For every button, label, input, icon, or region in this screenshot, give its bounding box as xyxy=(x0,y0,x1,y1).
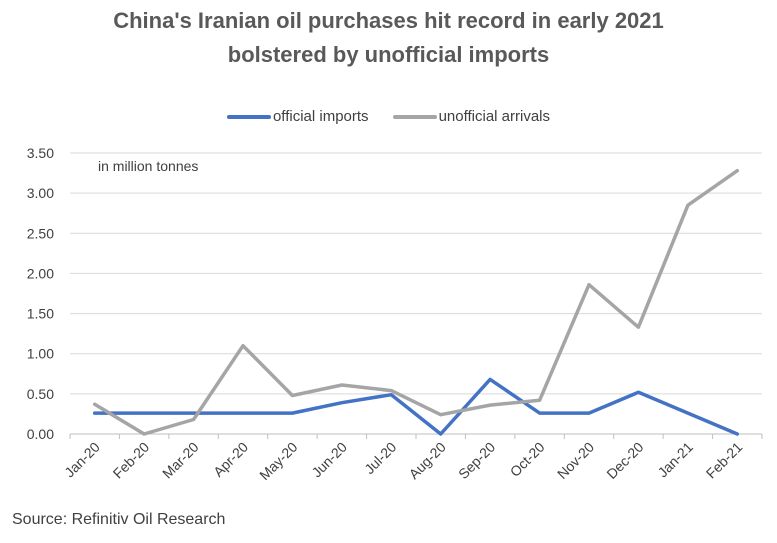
x-tick-label: Jul-20 xyxy=(361,439,399,477)
x-tick-label: Feb-20 xyxy=(110,439,153,482)
x-tick-label: Feb-21 xyxy=(703,439,746,482)
chart-title: China's Iranian oil purchases hit record… xyxy=(0,4,777,72)
legend-swatch-official xyxy=(226,114,271,119)
x-tick-label: Jun-20 xyxy=(308,439,350,481)
y-tick-label: 2.50 xyxy=(27,225,54,241)
x-tick-label: Aug-20 xyxy=(406,439,449,482)
legend-swatch-unofficial xyxy=(392,114,437,119)
legend-label-unofficial: unofficial arrivals xyxy=(438,108,551,125)
x-tick-label: Mar-20 xyxy=(159,439,202,482)
chart-title-line-1: China's Iranian oil purchases hit record… xyxy=(113,8,664,33)
x-tick-label: Dec-20 xyxy=(603,439,646,482)
x-tick-label: Sep-20 xyxy=(455,439,498,482)
y-tick-label: 0.00 xyxy=(27,426,54,442)
x-tick-label: Jan-20 xyxy=(61,439,103,481)
x-tick-label: Nov-20 xyxy=(554,439,597,482)
y-tick-label: 3.00 xyxy=(27,185,54,201)
x-tick-label: Oct-20 xyxy=(507,439,548,480)
chart-title-line-2: bolstered by unofficial imports xyxy=(227,42,550,67)
y-tick-label: 0.50 xyxy=(27,386,54,402)
unit-annotation: in million tonnes xyxy=(98,158,198,174)
y-tick-label: 1.00 xyxy=(27,346,54,362)
x-tick-label: May-20 xyxy=(256,439,300,483)
legend-label-official: official imports xyxy=(272,108,369,125)
y-tick-label: 2.00 xyxy=(27,265,54,281)
y-tick-label: 3.50 xyxy=(27,145,54,161)
source-note: Source: Refinitiv Oil Research xyxy=(12,511,226,528)
x-tick-label: Jan-21 xyxy=(654,439,696,481)
chart-legend: official imports unofficial arrivals xyxy=(0,108,777,125)
y-tick-label: 1.50 xyxy=(27,306,54,322)
legend-item-unofficial: unofficial arrivals xyxy=(392,108,551,125)
series-line-unofficial-arrivals xyxy=(92,168,740,436)
series-line-official-imports xyxy=(92,377,740,436)
x-tick-label: Apr-20 xyxy=(210,439,251,480)
legend-item-official: official imports xyxy=(226,108,369,125)
